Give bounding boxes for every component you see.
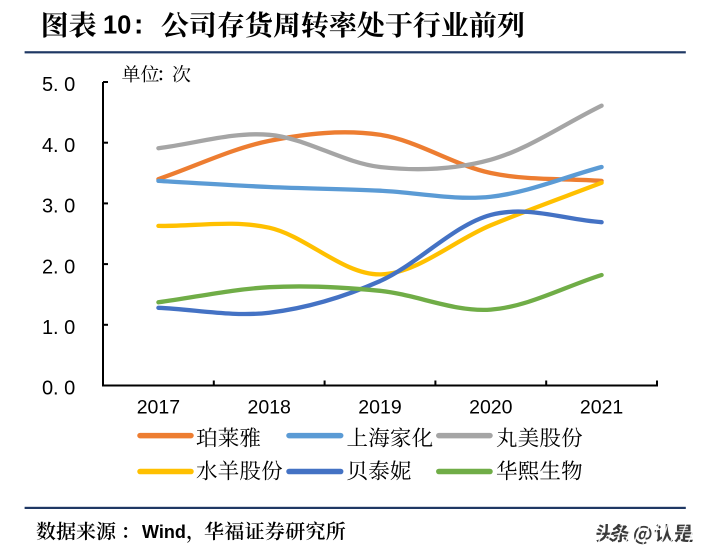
svg-text:2021: 2021: [580, 397, 623, 419]
svg-text:5. 0: 5. 0: [42, 74, 75, 96]
svg-text:3. 0: 3. 0: [42, 196, 75, 218]
svg-text:2. 0: 2. 0: [42, 256, 75, 278]
svg-text:10: 10: [103, 12, 131, 40]
svg-text:2019: 2019: [358, 397, 401, 419]
svg-text:1. 0: 1. 0: [42, 317, 75, 339]
svg-text:4. 0: 4. 0: [42, 135, 75, 157]
svg-text::: :: [134, 9, 143, 40]
svg-text:0. 0: 0. 0: [42, 378, 75, 400]
svg-text:2018: 2018: [248, 397, 291, 419]
svg-text:Wind: Wind: [142, 522, 186, 542]
svg-text:2017: 2017: [137, 397, 180, 419]
svg-text:2020: 2020: [469, 397, 513, 419]
